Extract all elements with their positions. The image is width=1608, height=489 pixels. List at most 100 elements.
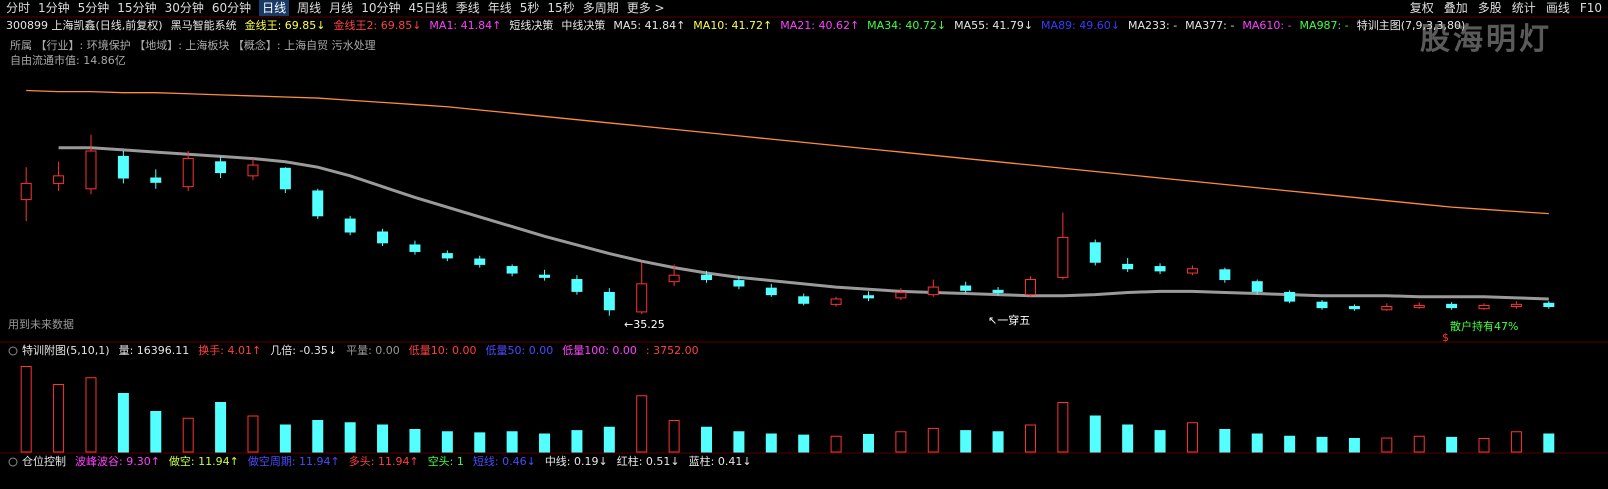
indicator-value: : 3752.00 [645, 344, 699, 357]
indicator-header: 300899 上海凯鑫(日线,前复权) 黑马智能系统 金线王: 69.85↓ 金线王2… [6, 18, 1465, 34]
volume-bar [279, 424, 291, 453]
period-tab[interactable]: 60分钟 [211, 1, 252, 15]
candle-body [312, 190, 324, 217]
candle-body [215, 161, 227, 174]
volume-bar [1284, 435, 1296, 453]
tool-button[interactable]: F10 [1579, 1, 1602, 15]
annotation: ↖一穿五 [988, 314, 1031, 327]
volume-bar [215, 402, 227, 453]
tool-button[interactable]: 多股 [1477, 1, 1502, 15]
period-tab[interactable]: 年线 [487, 1, 512, 15]
indicator-value: 多头: 11.94↑ [348, 455, 419, 468]
indicator-value: MA5: 41.84↑ [613, 19, 686, 32]
candle-body [53, 175, 65, 184]
volume-bar [377, 424, 389, 453]
candle-body [441, 253, 453, 259]
candle-body [1348, 306, 1360, 310]
candle-body [1122, 263, 1134, 270]
low-label: ←35.25 [624, 318, 665, 331]
candle-body [1057, 236, 1069, 278]
volume-bar [1251, 433, 1263, 453]
volume-bar [506, 431, 518, 453]
ma-line [26, 89, 1549, 215]
period-tab[interactable]: 5分钟 [77, 1, 110, 15]
stock-info: 所属 【行业】: 环境保护 【地域】: 上海板块 【概念】: 上海自贸 污水处理 [10, 39, 376, 52]
tool-button[interactable]: 复权 [1409, 1, 1434, 15]
candle-body [927, 286, 939, 296]
period-tab[interactable]: 30分钟 [164, 1, 204, 15]
candle-body [1543, 302, 1555, 308]
volume-bar [1348, 438, 1360, 453]
indicator-value: 黑马智能系统 [170, 19, 237, 32]
indicator-value: MA233: - [1127, 19, 1178, 32]
candle-body [1024, 279, 1036, 296]
period-tabs: 分时 1分钟 5分钟 15分钟 30分钟 60分钟 日线 周线 月线 10分钟 45日线 季线 年线 5秒… [6, 0, 665, 16]
indicator-value: 做空周期: 11.94↑ [247, 455, 340, 468]
volume-bar [798, 434, 810, 453]
period-tab[interactable]: 5秒 [519, 1, 540, 15]
annotation: 散户持有47% [1450, 320, 1519, 333]
volume-bar [1478, 438, 1490, 453]
indicator-value: 仓位控制 [22, 455, 66, 468]
period-tab[interactable]: 更多 > [626, 1, 665, 15]
indicator-value: MA987: - [1299, 19, 1349, 32]
volume-bar [765, 433, 777, 453]
indicator-value: 几倍: -0.35↓ [270, 344, 338, 357]
candle-body [377, 231, 389, 244]
indicator-value: 平量: 0.00 [346, 344, 400, 357]
candle-body [247, 164, 259, 177]
candle-body [733, 280, 745, 287]
tool-button[interactable]: 叠加 [1443, 1, 1468, 15]
volume-bar [1186, 422, 1198, 453]
indicator-value: 短线决策 [509, 19, 554, 32]
volume-bar [1122, 424, 1134, 453]
period-tab[interactable]: 周线 [297, 1, 322, 15]
candle-body [1510, 303, 1522, 308]
volume-bar [960, 430, 972, 453]
period-tab[interactable]: 多周期 [582, 1, 619, 15]
volume-bar [1413, 435, 1425, 453]
candle-body [1381, 306, 1393, 311]
volume-bar [927, 427, 939, 453]
candle-body [1413, 304, 1425, 309]
candle-body [506, 266, 518, 274]
candle-body [798, 296, 810, 304]
period-tab[interactable]: 季线 [455, 1, 480, 15]
candle-body [960, 285, 972, 291]
period-tab[interactable]: 15秒 [547, 1, 575, 15]
candle-body [895, 291, 907, 299]
volume-bar [1381, 437, 1393, 453]
candle-body [701, 274, 713, 281]
volume-bar [636, 395, 648, 453]
period-tab[interactable]: 日线 [259, 0, 290, 16]
volume-bar [701, 426, 713, 453]
indicator-value: 蓝柱: 0.41↓ [688, 455, 752, 468]
indicator-value: MA34: 40.72↓ [867, 19, 947, 32]
volume-bar [1510, 431, 1522, 453]
candle-body [344, 218, 356, 233]
indicator-value: 低量50: 0.00 [485, 344, 554, 357]
candle-body [1219, 269, 1231, 281]
volume-bar [1219, 429, 1231, 453]
right-tools: 复权 叠加 多股 统计 画线 F10 [1410, 0, 1602, 16]
period-tab[interactable]: 月线 [329, 1, 354, 15]
period-tab[interactable]: 1分钟 [38, 1, 70, 15]
volume-bar [53, 384, 65, 453]
period-tab[interactable]: 分时 [6, 1, 31, 15]
tool-button[interactable]: 统计 [1511, 1, 1536, 15]
indicator-value: 波峰波谷: 9.30↑ [75, 455, 160, 468]
period-tab[interactable]: 45日线 [408, 1, 448, 15]
panel-icon [8, 346, 18, 356]
candle-body [182, 158, 194, 188]
indicator-value: MA21: 40.62↑ [780, 19, 860, 32]
period-tab[interactable]: 15分钟 [117, 1, 157, 15]
period-tab[interactable]: 10分钟 [361, 1, 401, 15]
position-header: 仓位控制 波峰波谷: 9.30↑ 做空: 11.94↑ 做空周期: 11.94↑ 多头:… [22, 454, 752, 470]
volume-bar [668, 420, 680, 453]
candle-body [1089, 242, 1101, 263]
volume-bar [474, 432, 486, 453]
tool-button[interactable]: 画线 [1545, 1, 1570, 15]
volume-bar [1316, 436, 1328, 453]
candle-body [20, 182, 32, 201]
